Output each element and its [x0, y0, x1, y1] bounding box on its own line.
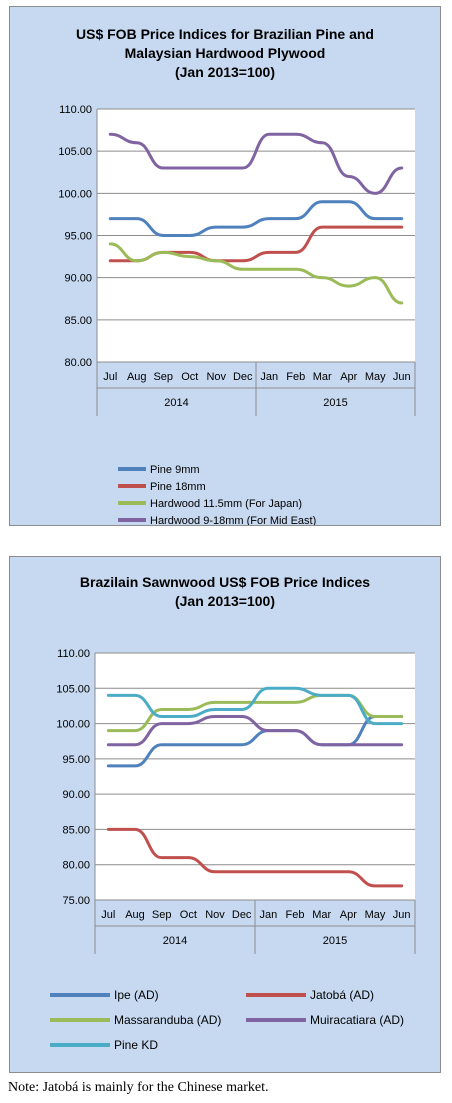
x-tick-label: Aug	[125, 909, 145, 921]
year-group-label: 2014	[163, 935, 187, 947]
y-tick-label: 110.00	[57, 648, 90, 660]
y-tick-label: 100.00	[56, 719, 90, 731]
legend-label: Pine 18mm	[150, 481, 206, 493]
y-tick-label: 95.00	[64, 231, 92, 243]
chart-panel-plywood: US$ FOB Price Indices for Brazilian Pine…	[9, 6, 441, 526]
y-tick-label: 80.00	[64, 357, 92, 369]
series-line-4	[106, 715, 404, 747]
x-tick-label: Apr	[340, 909, 357, 921]
legend-label: Muiracatiara (AD)	[310, 1013, 404, 1027]
y-tick-label: 80.00	[62, 860, 90, 872]
y-tick-label: 90.00	[62, 789, 90, 801]
x-tick-label: May	[365, 909, 386, 921]
series-line-2	[106, 827, 404, 888]
y-tick-label: 75.00	[62, 895, 90, 907]
x-tick-label: Jun	[393, 371, 411, 383]
series-line-4	[108, 132, 404, 195]
legend-label: Ipe (AD)	[114, 988, 159, 1002]
x-tick-label: Feb	[286, 371, 305, 383]
y-tick-label: 100.00	[58, 188, 92, 200]
x-tick-label: Aug	[127, 371, 147, 383]
y-tick-label: 90.00	[64, 273, 92, 285]
x-tick-label: Apr	[340, 371, 357, 383]
year-group-label: 2014	[164, 397, 188, 409]
chart-title: US$ FOB Price Indices for Brazilian Pine…	[10, 25, 440, 82]
x-tick-label: Jan	[260, 371, 278, 383]
x-tick-label: Jul	[103, 371, 117, 383]
x-tick-label: Jul	[101, 909, 115, 921]
y-tick-label: 85.00	[62, 824, 90, 836]
chart-panel-sawnwood: Brazilain Sawnwood US$ FOB Price Indices…	[9, 556, 441, 1073]
x-tick-label: Feb	[286, 909, 305, 921]
legend-label: Massaranduba (AD)	[114, 1013, 221, 1027]
footnote: Note: Jatobá is mainly for the Chinese m…	[8, 1080, 269, 1095]
sawnwood-price-chart: 75.00 80.00 85.00 90.00 95.00 100.00 105.00 110…	[50, 648, 416, 1052]
year-group-label: 2015	[323, 397, 347, 409]
legend-label: Hardwood 11.5mm (For Japan)	[150, 498, 302, 510]
x-tick-label: Nov	[206, 371, 226, 383]
x-tick-label: Dec	[233, 371, 253, 383]
chart-subtitle: (Jan 2013=100)	[174, 64, 276, 80]
legend-label: Hardwood 9-18mm (For Mid East)	[150, 515, 316, 525]
y-tick-label: 85.00	[64, 315, 92, 327]
legend-label: Pine 9mm	[150, 464, 200, 476]
x-tick-label: Dec	[232, 909, 252, 921]
series-line-5	[106, 686, 404, 726]
x-tick-label: Sep	[152, 909, 172, 921]
year-group-label: 2015	[323, 935, 347, 947]
x-tick-label: Mar	[313, 371, 332, 383]
y-tick-label: 95.00	[62, 754, 90, 766]
x-tick-label: Nov	[205, 909, 225, 921]
x-tick-label: May	[365, 371, 386, 383]
series-line-1	[108, 200, 404, 238]
x-tick-label: Sep	[153, 371, 173, 383]
y-tick-label: 105.00	[56, 683, 90, 695]
chart-title-text: US$ FOB Price Indices for Brazilian Pine…	[76, 26, 374, 61]
x-tick-label: Mar	[312, 909, 331, 921]
chart-title: Brazilain Sawnwood US$ FOB Price Indices…	[10, 573, 440, 611]
y-tick-label: 110.00	[59, 104, 92, 116]
plywood-price-chart: 80.00 85.00 90.00 95.00 100.00 105.00 110.00 Ju…	[58, 104, 416, 525]
chart-title-text: Brazilain Sawnwood US$ FOB Price Indices	[79, 574, 371, 590]
legend-label: Jatobá (AD)	[310, 988, 374, 1002]
chart-subtitle: (Jan 2013=100)	[174, 593, 276, 609]
x-tick-label: Jun	[393, 909, 411, 921]
legend-label: Pine KD	[114, 1038, 158, 1052]
y-tick-label: 105.00	[58, 146, 92, 158]
series-line-3	[108, 242, 404, 305]
plot-area	[95, 653, 415, 900]
x-tick-label: Oct	[180, 909, 197, 921]
x-tick-label: Jan	[259, 909, 277, 921]
x-tick-label: Oct	[181, 371, 198, 383]
